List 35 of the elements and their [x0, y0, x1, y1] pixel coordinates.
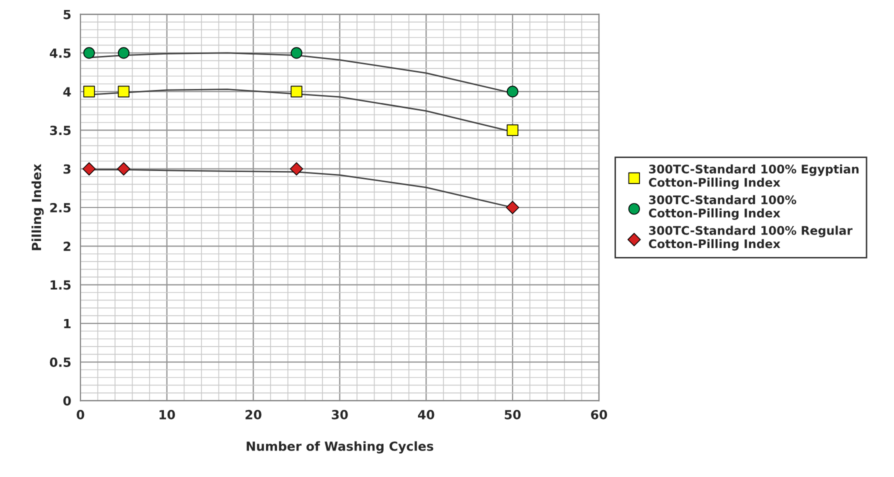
point: [506, 124, 518, 136]
y-tick-label: 3.5: [50, 126, 71, 136]
point: [506, 200, 520, 214]
x-tick-label: 10: [160, 410, 175, 420]
y-axis-title: Pilling Index: [32, 164, 44, 250]
point: [82, 162, 96, 176]
point: [118, 47, 130, 59]
legend-label: 300TC-Standard 100% Regular Cotton-Pilling Index: [648, 226, 852, 251]
y-tick-label: 2.5: [50, 202, 71, 212]
x-axis-title: Number of Washing Cycles: [246, 441, 434, 454]
point: [83, 47, 95, 59]
point: [290, 162, 304, 176]
y-tick-label: 4.5: [50, 48, 71, 58]
point: [117, 162, 130, 176]
legend-label: 300TC-Standard 100% Egyptian Cotton-Pilling Index: [648, 164, 859, 190]
y-tick-label: 1.5: [50, 280, 71, 290]
y-tick-label: 1: [64, 319, 71, 328]
x-tick-label: 50: [504, 410, 521, 420]
legend-label: 300TC-Standard 100% Cotton-Pilling Index: [648, 195, 796, 220]
x-tick-label: 60: [591, 410, 608, 420]
point: [290, 86, 302, 98]
y-tick-label: 0: [63, 396, 71, 406]
y-tick-label: 4: [63, 87, 71, 96]
x-tick-label: 0: [76, 410, 84, 420]
y-tick-label: 3: [64, 164, 70, 174]
y-tick-label: 2: [64, 242, 70, 251]
y-tick-label: 5: [64, 10, 71, 20]
x-tick-label: 20: [246, 410, 262, 420]
x-tick-label: 30: [332, 410, 348, 420]
y-tick-label: 0.5: [50, 358, 71, 367]
x-tick-label: 40: [418, 410, 434, 420]
point: [506, 86, 518, 98]
point: [290, 47, 302, 59]
point: [118, 86, 130, 98]
point: [83, 86, 95, 98]
